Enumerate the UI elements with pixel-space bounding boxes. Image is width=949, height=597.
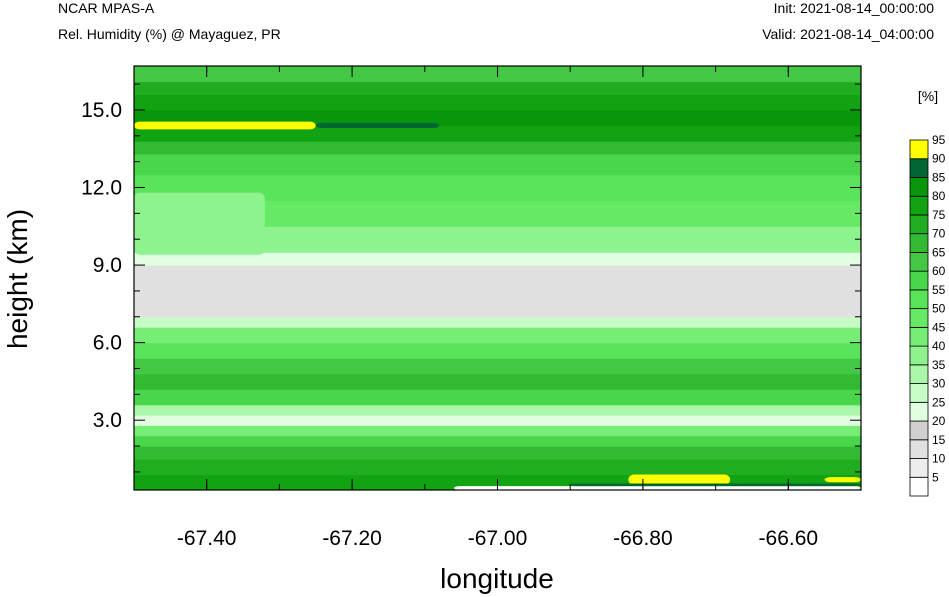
field-label: Rel. Humidity (%) @ Mayaguez, PR <box>58 26 281 42</box>
rh-patch <box>315 122 440 129</box>
y-tick-label: 6.0 <box>93 332 122 355</box>
init-label: Init: 2021-08-14_00:00:00 <box>773 0 934 16</box>
rh-band <box>134 109 861 127</box>
colorbar-swatch <box>909 195 929 216</box>
x-tick-label: -67.40 <box>177 527 237 550</box>
rh-patch <box>824 477 861 483</box>
rh-band <box>134 358 861 375</box>
y-tick-label: 12.0 <box>81 177 122 200</box>
colorbar-label: 75 <box>932 208 946 222</box>
rh-band <box>134 153 861 176</box>
rh-band <box>134 140 861 155</box>
colorbar-label: 60 <box>932 264 946 278</box>
colorbar-unit: [%] <box>918 88 938 104</box>
colorbar-label: 50 <box>932 302 946 316</box>
x-tick-label: -67.20 <box>322 527 382 550</box>
colorbar-label: 10 <box>932 452 946 466</box>
model-label: NCAR MPAS-A <box>58 0 155 16</box>
y-tick-label: 9.0 <box>93 254 122 277</box>
colorbar-label: 45 <box>932 320 946 334</box>
colorbar-label: 90 <box>932 152 946 166</box>
rh-patch <box>134 192 265 255</box>
rh-band <box>134 458 861 476</box>
colorbar-swatch <box>909 420 929 441</box>
colorbar-label: 95 <box>932 133 946 147</box>
rh-band <box>134 415 861 426</box>
rh-band <box>134 290 861 318</box>
colorbar-swatch <box>909 326 929 347</box>
axes: 3.0 6.0 9.0 12.0 15.0 -67.40 -67.20 -67.00 -66.8… <box>81 65 862 550</box>
colorbar-swatch <box>909 439 929 459</box>
y-axis-title: height (km) <box>2 209 33 349</box>
colorbar-label: 25 <box>932 395 946 409</box>
x-tick-label: -66.80 <box>613 527 673 550</box>
rh-band <box>134 327 861 344</box>
colorbar-label: 35 <box>932 358 946 372</box>
colorbar-label: 5 <box>932 470 939 484</box>
colorbar-swatch <box>909 401 929 422</box>
rh-band <box>134 94 861 111</box>
colorbar-label: 65 <box>932 245 946 259</box>
colorbar-label: 85 <box>932 170 946 184</box>
colorbar-label: 20 <box>932 414 946 428</box>
colorbar-swatch <box>909 233 929 253</box>
rh-patch <box>453 486 861 490</box>
colorbar-swatch <box>909 345 929 366</box>
colorbar-swatch <box>909 139 929 160</box>
colorbar-swatch <box>909 289 929 310</box>
x-axis-title: longitude <box>440 563 554 594</box>
rh-band <box>134 342 861 359</box>
colorbar-label: 30 <box>932 377 946 391</box>
rh-band <box>134 265 861 277</box>
colorbar-swatch <box>909 270 929 291</box>
colorbar: 5 10 15 20 25 30 35 40 45 50 55 60 65 70 75 80 85 90 95 <box>909 133 946 497</box>
colorbar-label: 70 <box>932 227 946 241</box>
colorbar-swatch <box>909 308 929 328</box>
x-tick-label: -67.00 <box>468 527 528 550</box>
colorbar-label: 55 <box>932 283 946 297</box>
rh-band <box>134 275 861 292</box>
colorbar-swatch <box>909 158 929 178</box>
rh-band <box>134 373 861 390</box>
valid-label: Valid: 2021-08-14_04:00:00 <box>762 26 934 42</box>
colorbar-swatch <box>909 476 929 497</box>
rh-band <box>134 425 861 437</box>
colorbar-swatch <box>909 177 929 197</box>
colorbar-swatch <box>909 214 929 235</box>
rh-band <box>134 252 861 266</box>
rh-patch <box>628 474 731 485</box>
rh-band <box>134 316 861 328</box>
rh-patch <box>134 121 316 130</box>
colorbar-swatch <box>909 458 929 478</box>
colorbar-label: 15 <box>932 433 946 447</box>
rh-band <box>134 404 861 416</box>
colorbar-label: 40 <box>932 339 946 353</box>
colorbar-label: 80 <box>932 189 946 203</box>
contour-fill <box>134 66 861 490</box>
rh-band <box>134 446 861 460</box>
y-tick-label: 3.0 <box>93 409 122 432</box>
rh-band <box>134 125 861 142</box>
rh-band <box>134 435 861 447</box>
y-tick-label: 15.0 <box>81 99 122 122</box>
colorbar-swatch <box>909 364 929 384</box>
colorbar-swatch <box>909 252 929 272</box>
rh-band <box>134 81 861 96</box>
colorbar-swatch <box>909 383 929 403</box>
plot-area <box>134 66 861 490</box>
x-tick-label: -66.60 <box>759 527 819 550</box>
rh-band <box>134 389 861 406</box>
